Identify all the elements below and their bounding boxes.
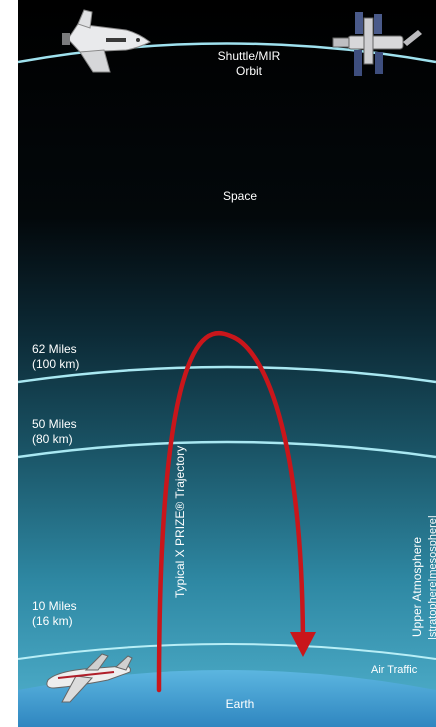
boundary-16km-line: [18, 643, 436, 660]
boundary-100km-line: [18, 365, 436, 384]
alt-10-km-label: (16 km): [32, 614, 73, 628]
upper-atmosphere-label-line1: Upper Atmosphere: [410, 537, 424, 637]
diagram-canvas: Shuttle/MIR Orbit Space 62 Miles (100 km…: [18, 0, 436, 727]
sky-background: [18, 0, 436, 727]
trajectory-arc: [156, 330, 306, 693]
alt-10-miles-label: 10 Miles: [32, 599, 77, 613]
trajectory-arrowhead: [290, 632, 316, 657]
airliner-icon: [46, 653, 133, 703]
orbit-label-line1: Shuttle/MIR: [218, 49, 281, 63]
earth-surface: [18, 670, 436, 727]
space-label: Space: [223, 189, 257, 203]
alt-50-km-label: (80 km): [32, 432, 73, 446]
alt-50-miles-label: 50 Miles: [32, 417, 77, 431]
earth-label: Earth: [226, 697, 255, 711]
boundary-80km-line: [18, 440, 436, 459]
trajectory-label: Typical X PRIZE® Trajectory: [173, 446, 187, 598]
alt-62-km-label: (100 km): [32, 357, 79, 371]
alt-62-miles-label: 62 Miles: [32, 342, 77, 356]
upper-atmosphere-label-line2: |stratophere|mesosphere|: [427, 515, 436, 640]
space-shuttle-icon: [62, 9, 151, 73]
orbit-label-line2: Orbit: [236, 64, 263, 78]
air-traffic-label: Air Traffic: [371, 664, 418, 676]
space-station-icon: [332, 12, 422, 76]
